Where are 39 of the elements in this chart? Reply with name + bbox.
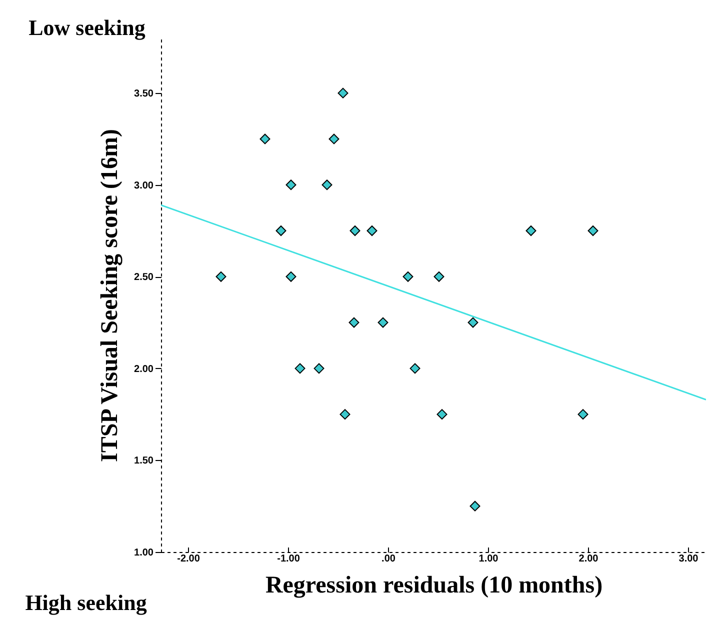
- x-tick-label: -2.00: [177, 554, 200, 564]
- point: [328, 134, 340, 144]
- point: [294, 363, 306, 374]
- y-tick-label: 3.50: [134, 88, 154, 100]
- point: [340, 409, 350, 420]
- y-tick-label: 2.50: [134, 272, 154, 284]
- y-tick-label: 3.00: [134, 180, 154, 192]
- point: [436, 409, 448, 420]
- y-tick-label: 1.50: [134, 456, 154, 467]
- text: Low seeking: [28, 15, 146, 40]
- x-axis-title: Regression residuals (10 months): [265, 572, 603, 598]
- x-tick-label: -1.00: [277, 554, 300, 564]
- point: [470, 500, 480, 512]
- point: [260, 134, 270, 144]
- x-tick-label: .00: [382, 554, 396, 564]
- x-tick-label: 2.00: [578, 554, 599, 564]
- point: [378, 317, 388, 328]
- text: High seeking: [25, 590, 147, 615]
- point: [314, 363, 324, 374]
- point: [286, 271, 296, 282]
- x-tick-label: 1.00: [478, 554, 499, 564]
- point: [350, 226, 360, 236]
- point: [588, 226, 598, 236]
- y-tick-label: 2.00: [134, 364, 154, 375]
- x-tick-label: 3.00: [678, 554, 699, 564]
- point: [410, 363, 420, 374]
- point: [338, 88, 348, 98]
- point: [216, 271, 226, 282]
- point: [286, 180, 296, 190]
- point: [578, 409, 588, 420]
- point: [468, 317, 478, 328]
- point: [434, 271, 444, 282]
- point: [322, 180, 332, 190]
- point: [348, 317, 360, 328]
- point: [402, 271, 414, 282]
- y-axis-title: ITSP Visual Seeking score (16m): [97, 129, 124, 462]
- point: [276, 226, 286, 236]
- point: [366, 226, 378, 236]
- point: [526, 226, 536, 236]
